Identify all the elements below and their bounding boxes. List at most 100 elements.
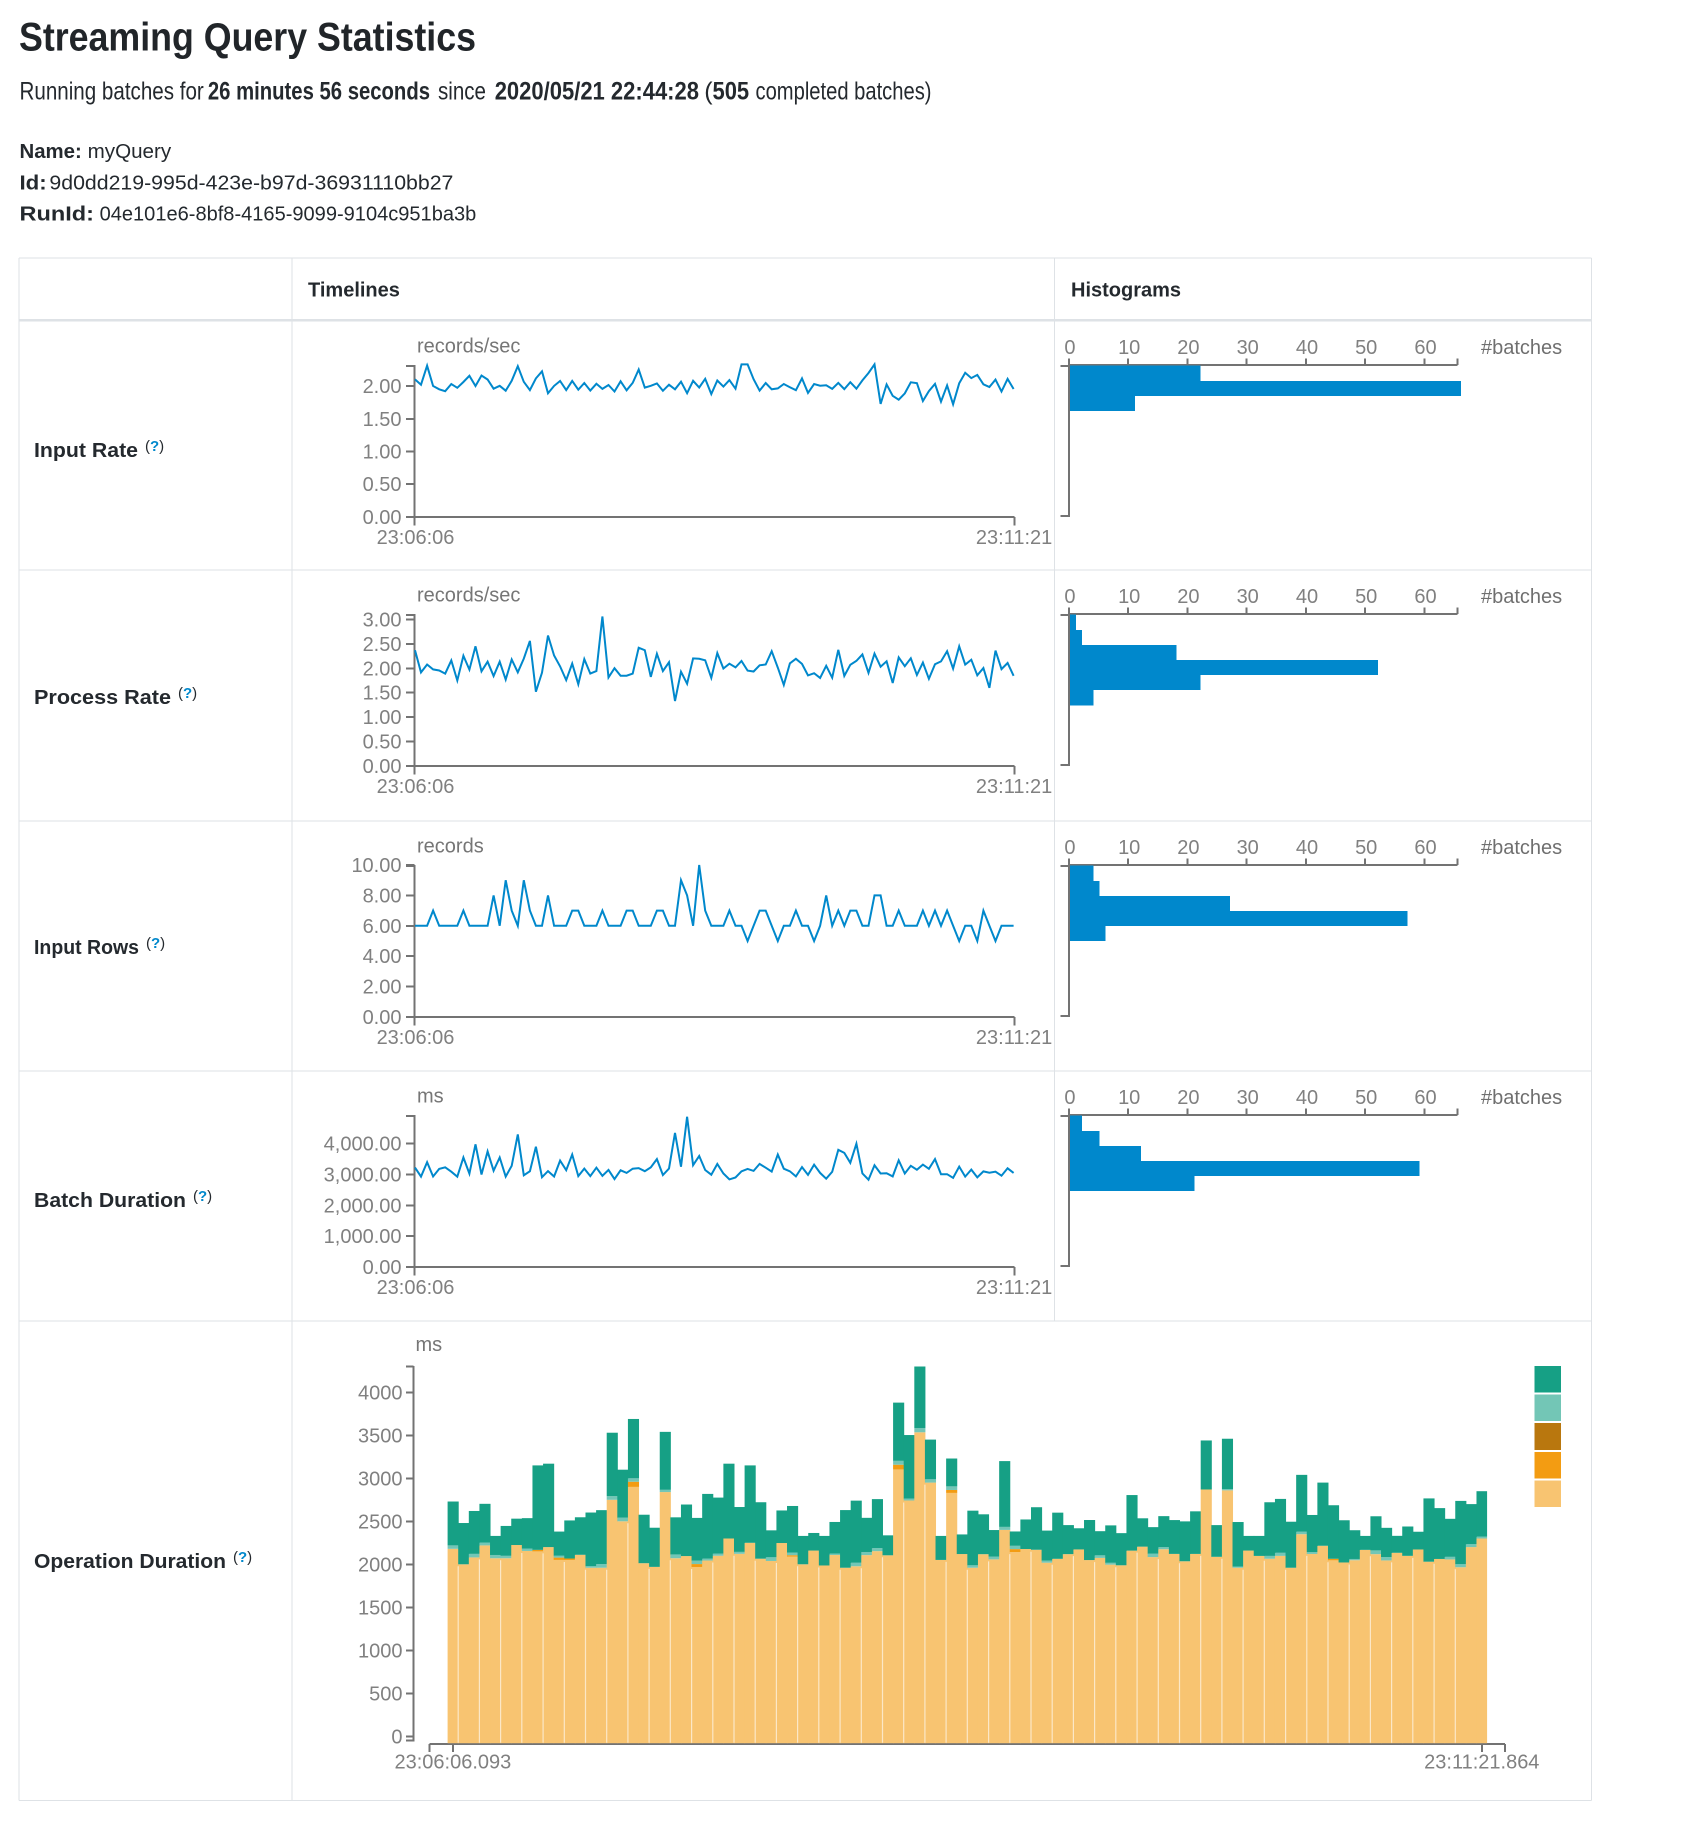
svg-text:Id:: Id: (20, 172, 47, 194)
svg-text:23:11:21: 23:11:21 (976, 1027, 1052, 1049)
svg-text:23:06:06.093: 23:06:06.093 (395, 1752, 512, 1774)
svg-text:2000: 2000 (358, 1554, 403, 1576)
svg-text:30: 30 (1237, 337, 1259, 359)
svg-text:1.00: 1.00 (363, 442, 402, 464)
svg-text:0: 0 (1064, 337, 1075, 359)
svg-text:23:11:21.864: 23:11:21.864 (1424, 1752, 1539, 1774)
svg-text:3500: 3500 (358, 1425, 403, 1447)
svg-text:60: 60 (1414, 586, 1436, 608)
svg-text:ms: ms (416, 1334, 443, 1356)
svg-text:records/sec: records/sec (417, 336, 520, 358)
svg-text:40: 40 (1296, 1087, 1318, 1109)
svg-text:50: 50 (1355, 837, 1377, 859)
svg-text:(?): (?) (233, 1549, 252, 1566)
svg-text:2,000.00: 2,000.00 (324, 1195, 402, 1217)
svg-text:50: 50 (1355, 1087, 1377, 1109)
svg-text:3.00: 3.00 (363, 609, 402, 631)
svg-text:1500: 1500 (358, 1597, 403, 1619)
svg-text:0: 0 (391, 1726, 402, 1748)
svg-text:30: 30 (1237, 837, 1259, 859)
svg-text:23:11:21: 23:11:21 (976, 527, 1052, 549)
svg-text:0.00: 0.00 (363, 507, 402, 529)
svg-text:20: 20 (1177, 586, 1199, 608)
svg-text:60: 60 (1414, 337, 1436, 359)
svg-text:2020/05/21 22:44:28: 2020/05/21 22:44:28 (495, 78, 699, 106)
svg-text:Input Rate: Input Rate (34, 440, 138, 462)
svg-text:(: ( (704, 78, 713, 106)
svg-text:2.00: 2.00 (363, 376, 402, 398)
svg-text:10: 10 (1118, 1087, 1140, 1109)
svg-text:completed batches): completed batches) (756, 78, 932, 106)
svg-text:since: since (438, 78, 486, 106)
svg-text:60: 60 (1414, 1087, 1436, 1109)
svg-text:#batches: #batches (1481, 1087, 1562, 1109)
svg-text:1.50: 1.50 (363, 409, 402, 431)
svg-text:Timelines: Timelines (308, 280, 400, 302)
svg-text:3,000.00: 3,000.00 (324, 1165, 402, 1187)
svg-text:1000: 1000 (358, 1640, 403, 1662)
svg-text:(?): (?) (178, 685, 197, 702)
svg-text:0.50: 0.50 (363, 474, 402, 496)
svg-text:23:06:06: 23:06:06 (377, 527, 455, 549)
svg-text:505: 505 (713, 78, 750, 106)
svg-text:40: 40 (1296, 337, 1318, 359)
svg-text:records/sec: records/sec (417, 585, 520, 607)
svg-text:0.00: 0.00 (363, 756, 402, 778)
svg-text:#batches: #batches (1481, 586, 1562, 608)
svg-text:Name:: Name: (20, 141, 82, 163)
svg-text:30: 30 (1237, 1087, 1259, 1109)
svg-text:Histograms: Histograms (1071, 280, 1181, 302)
svg-text:20: 20 (1177, 837, 1199, 859)
svg-text:23:06:06: 23:06:06 (377, 1277, 455, 1299)
svg-text:#batches: #batches (1481, 837, 1562, 859)
svg-text:60: 60 (1414, 837, 1436, 859)
svg-text:40: 40 (1296, 837, 1318, 859)
svg-text:Running batches for: Running batches for (20, 78, 204, 106)
svg-text:3000: 3000 (358, 1468, 403, 1490)
svg-text:20: 20 (1177, 337, 1199, 359)
svg-text:4,000.00: 4,000.00 (324, 1134, 402, 1156)
svg-text:23:11:21: 23:11:21 (976, 776, 1052, 798)
svg-text:1,000.00: 1,000.00 (324, 1226, 402, 1248)
svg-text:10: 10 (1118, 337, 1140, 359)
svg-text:0.00: 0.00 (363, 1007, 402, 1029)
svg-text:(?): (?) (193, 1188, 212, 1205)
svg-text:23:06:06: 23:06:06 (377, 1027, 455, 1049)
svg-text:RunId:: RunId: (20, 204, 95, 226)
svg-text:2.00: 2.00 (363, 658, 402, 680)
svg-text:1.00: 1.00 (363, 707, 402, 729)
svg-text:Operation Duration: Operation Duration (34, 1551, 226, 1573)
svg-text:50: 50 (1355, 337, 1377, 359)
svg-text:10: 10 (1118, 837, 1140, 859)
svg-text:2500: 2500 (358, 1511, 403, 1533)
svg-text:4000: 4000 (358, 1382, 403, 1404)
svg-text:ms: ms (417, 1086, 444, 1108)
svg-text:8.00: 8.00 (363, 885, 402, 907)
svg-text:2.50: 2.50 (363, 634, 402, 656)
svg-text:records: records (417, 836, 484, 858)
svg-text:04e101e6-8bf8-4165-9099-9104c9: 04e101e6-8bf8-4165-9099-9104c951ba3b (100, 204, 477, 226)
svg-text:#batches: #batches (1481, 337, 1562, 359)
svg-text:9d0dd219-995d-423e-b97d-369311: 9d0dd219-995d-423e-b97d-36931110bb27 (49, 172, 453, 194)
svg-text:2.00: 2.00 (363, 977, 402, 999)
svg-text:0: 0 (1064, 1087, 1075, 1109)
svg-text:20: 20 (1177, 1087, 1199, 1109)
svg-text:40: 40 (1296, 586, 1318, 608)
svg-text:50: 50 (1355, 586, 1377, 608)
svg-text:Input Rows: Input Rows (34, 937, 139, 959)
svg-text:10.00: 10.00 (351, 855, 401, 877)
svg-text:23:11:21: 23:11:21 (976, 1277, 1052, 1299)
svg-text:6.00: 6.00 (363, 916, 402, 938)
svg-text:1.50: 1.50 (363, 683, 402, 705)
svg-text:30: 30 (1237, 586, 1259, 608)
svg-text:10: 10 (1118, 586, 1140, 608)
svg-text:(?): (?) (146, 935, 165, 952)
svg-text:Batch Duration: Batch Duration (34, 1190, 186, 1212)
svg-text:0.50: 0.50 (363, 732, 402, 754)
svg-text:0: 0 (1064, 586, 1075, 608)
svg-text:Process Rate: Process Rate (34, 687, 171, 709)
svg-text:0: 0 (1064, 837, 1075, 859)
svg-text:23:06:06: 23:06:06 (377, 776, 455, 798)
svg-text:Streaming Query Statistics: Streaming Query Statistics (19, 16, 476, 60)
svg-text:0.00: 0.00 (363, 1257, 402, 1279)
